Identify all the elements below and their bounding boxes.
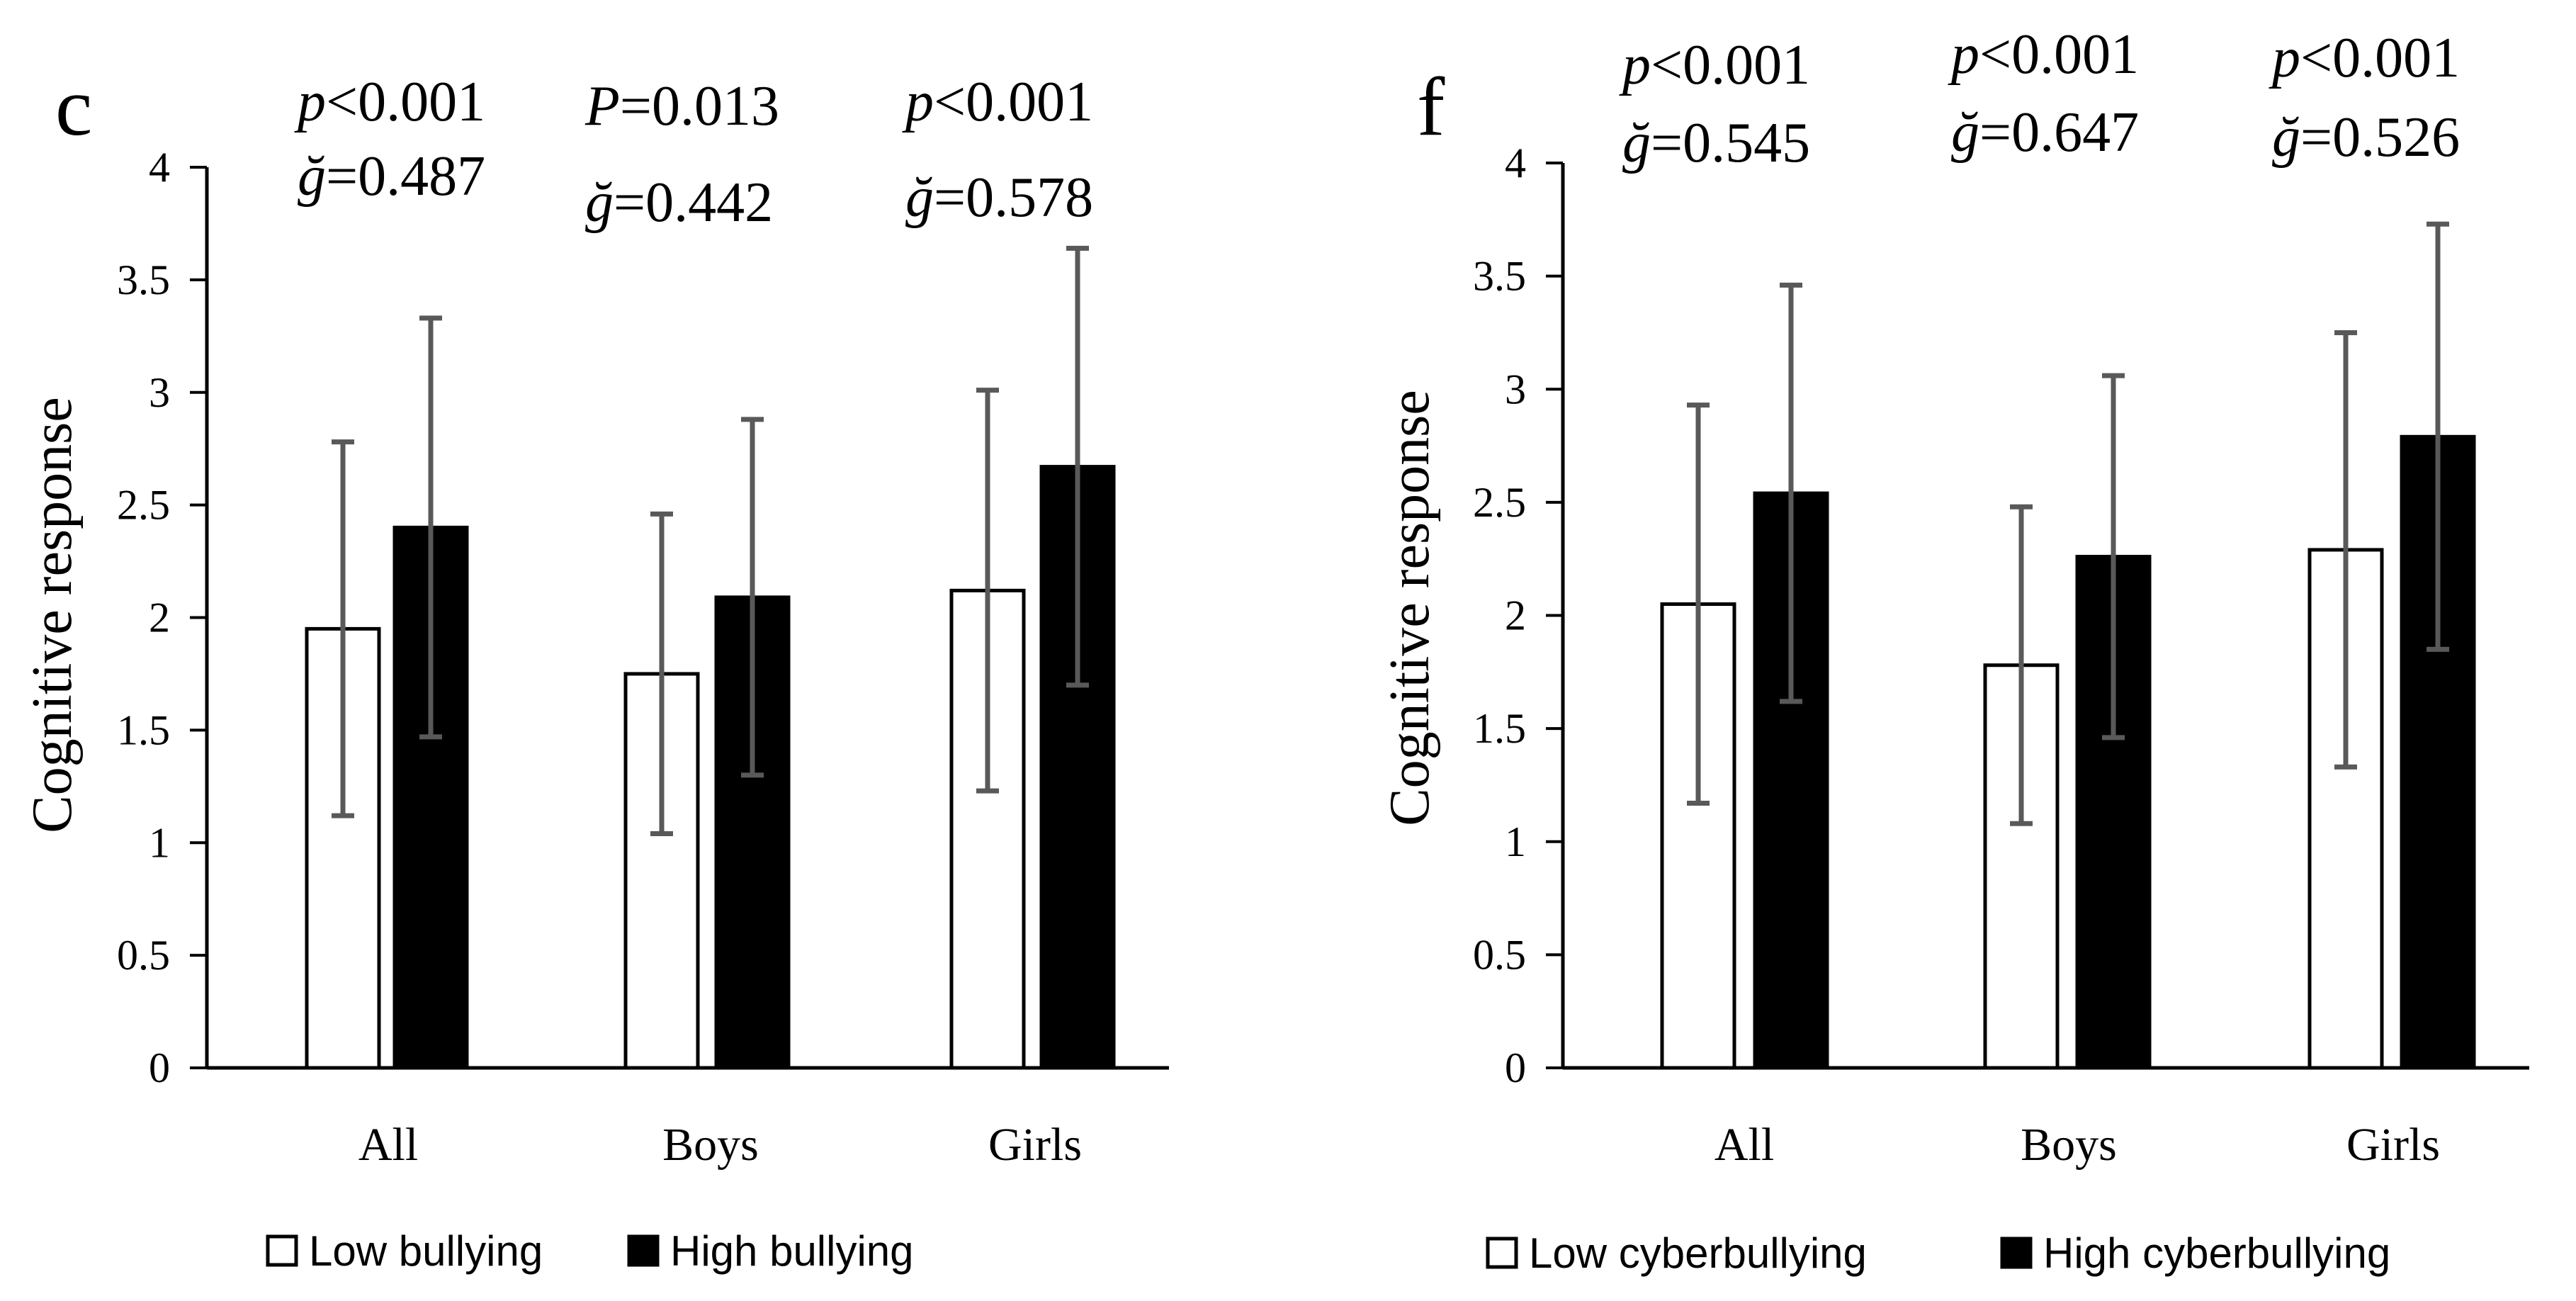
error-bars	[1687, 221, 2449, 826]
bars	[1660, 434, 2476, 1070]
annotation-girls: p<0.001 ğ=0.526	[2269, 27, 2460, 169]
y-tick-label: 3.5	[1473, 253, 1526, 300]
p-value-label: p<0.001	[902, 71, 1093, 133]
p-value-label: p<0.001	[1619, 34, 1810, 96]
y-tick-label: 2.5	[117, 482, 170, 529]
bars	[305, 465, 1116, 1070]
y-tick-label: 1.5	[1473, 705, 1526, 752]
y-tick-label: 4	[1505, 140, 1526, 186]
legend-label-high: High cyberbullying	[2043, 1229, 2390, 1277]
y-tick-label: 3	[1505, 366, 1526, 412]
category-labels: All Boys Girls	[1714, 1119, 2440, 1171]
y-tick-label: 2	[149, 595, 170, 641]
x-category-label: Boys	[2021, 1119, 2117, 1171]
effect-size-label: ğ=0.526	[2272, 106, 2460, 169]
effect-size-label: ğ=0.545	[1622, 112, 1810, 174]
y-tick-label: 3.5	[117, 257, 170, 303]
panel-f: f Cognitive response 0 0.5 1 1.5 2 2.5 3 3.5 4 A…	[1379, 23, 2529, 1277]
y-tick-label: 1	[1505, 818, 1526, 865]
p-value-label: p<0.001	[1948, 23, 2139, 86]
y-tick-label: 4	[149, 144, 170, 191]
y-axis-label: Cognitive response	[1379, 390, 1441, 826]
annotation-all: p<0.001 ğ=0.487	[294, 71, 485, 208]
y-tick-label: 2	[1505, 592, 1526, 639]
y-tick-label: 0	[1505, 1044, 1526, 1091]
y-tick-label: 0	[149, 1044, 170, 1091]
panel-label: f	[1417, 60, 1445, 153]
legend-swatch-low	[266, 1234, 298, 1267]
effect-size-label: ğ=0.487	[298, 145, 485, 208]
effect-size-label: ğ=0.578	[905, 167, 1093, 229]
annotation-boys: P=0.013 ğ=0.442	[584, 75, 779, 234]
y-tick-label: 3	[149, 369, 170, 416]
y-tick-label: 2.5	[1473, 479, 1526, 526]
legend-swatch-high	[2000, 1237, 2033, 1269]
y-tick-labels: 0 0.5 1 1.5 2 2.5 3 3.5 4	[1473, 140, 1526, 1091]
x-category-label: Girls	[2346, 1119, 2440, 1171]
y-tick-label: 0.5	[117, 932, 170, 979]
annotation-all: p<0.001 ğ=0.545	[1619, 34, 1810, 174]
x-category-label: Girls	[988, 1119, 1082, 1171]
legend: Low bullying High bullying	[266, 1227, 914, 1275]
legend-label-low: Low cyberbullying	[1529, 1229, 1867, 1277]
annotation-boys: p<0.001 ğ=0.647	[1948, 23, 2139, 164]
legend-label-high: High bullying	[670, 1227, 914, 1275]
y-tick-label: 1	[149, 819, 170, 866]
legend: Low cyberbullying High cyberbullying	[1486, 1229, 2390, 1277]
p-value-label: P=0.013	[584, 75, 779, 137]
category-labels: All Boys Girls	[358, 1119, 1082, 1171]
y-tick-label: 0.5	[1473, 931, 1526, 978]
y-axis-label: Cognitive response	[21, 397, 84, 833]
legend-label-low: Low bullying	[309, 1227, 543, 1275]
y-tick-labels: 0 0.5 1 1.5 2 2.5 3 3.5 4	[117, 144, 170, 1091]
y-tick-label: 1.5	[117, 706, 170, 753]
legend-swatch-low	[1486, 1237, 1518, 1269]
p-value-label: p<0.001	[2269, 27, 2460, 89]
error-bars	[332, 245, 1089, 837]
effect-size-label: ğ=0.647	[1951, 101, 2139, 164]
x-category-label: All	[1714, 1119, 1774, 1171]
legend-swatch-high	[627, 1234, 660, 1267]
x-category-label: Boys	[662, 1119, 759, 1171]
y-tick-marks	[1546, 162, 1563, 1069]
x-category-label: All	[358, 1119, 418, 1171]
p-value-label: p<0.001	[294, 71, 485, 133]
y-tick-marks	[190, 166, 207, 1069]
effect-size-label: ğ=0.442	[585, 171, 773, 234]
annotation-girls: p<0.001 ğ=0.578	[902, 71, 1093, 229]
panel-label: c	[55, 60, 92, 153]
panel-c: c Cognitive response 0 0.5 1 1.5 2 2.5 3 3.5 4 A…	[21, 60, 1169, 1275]
